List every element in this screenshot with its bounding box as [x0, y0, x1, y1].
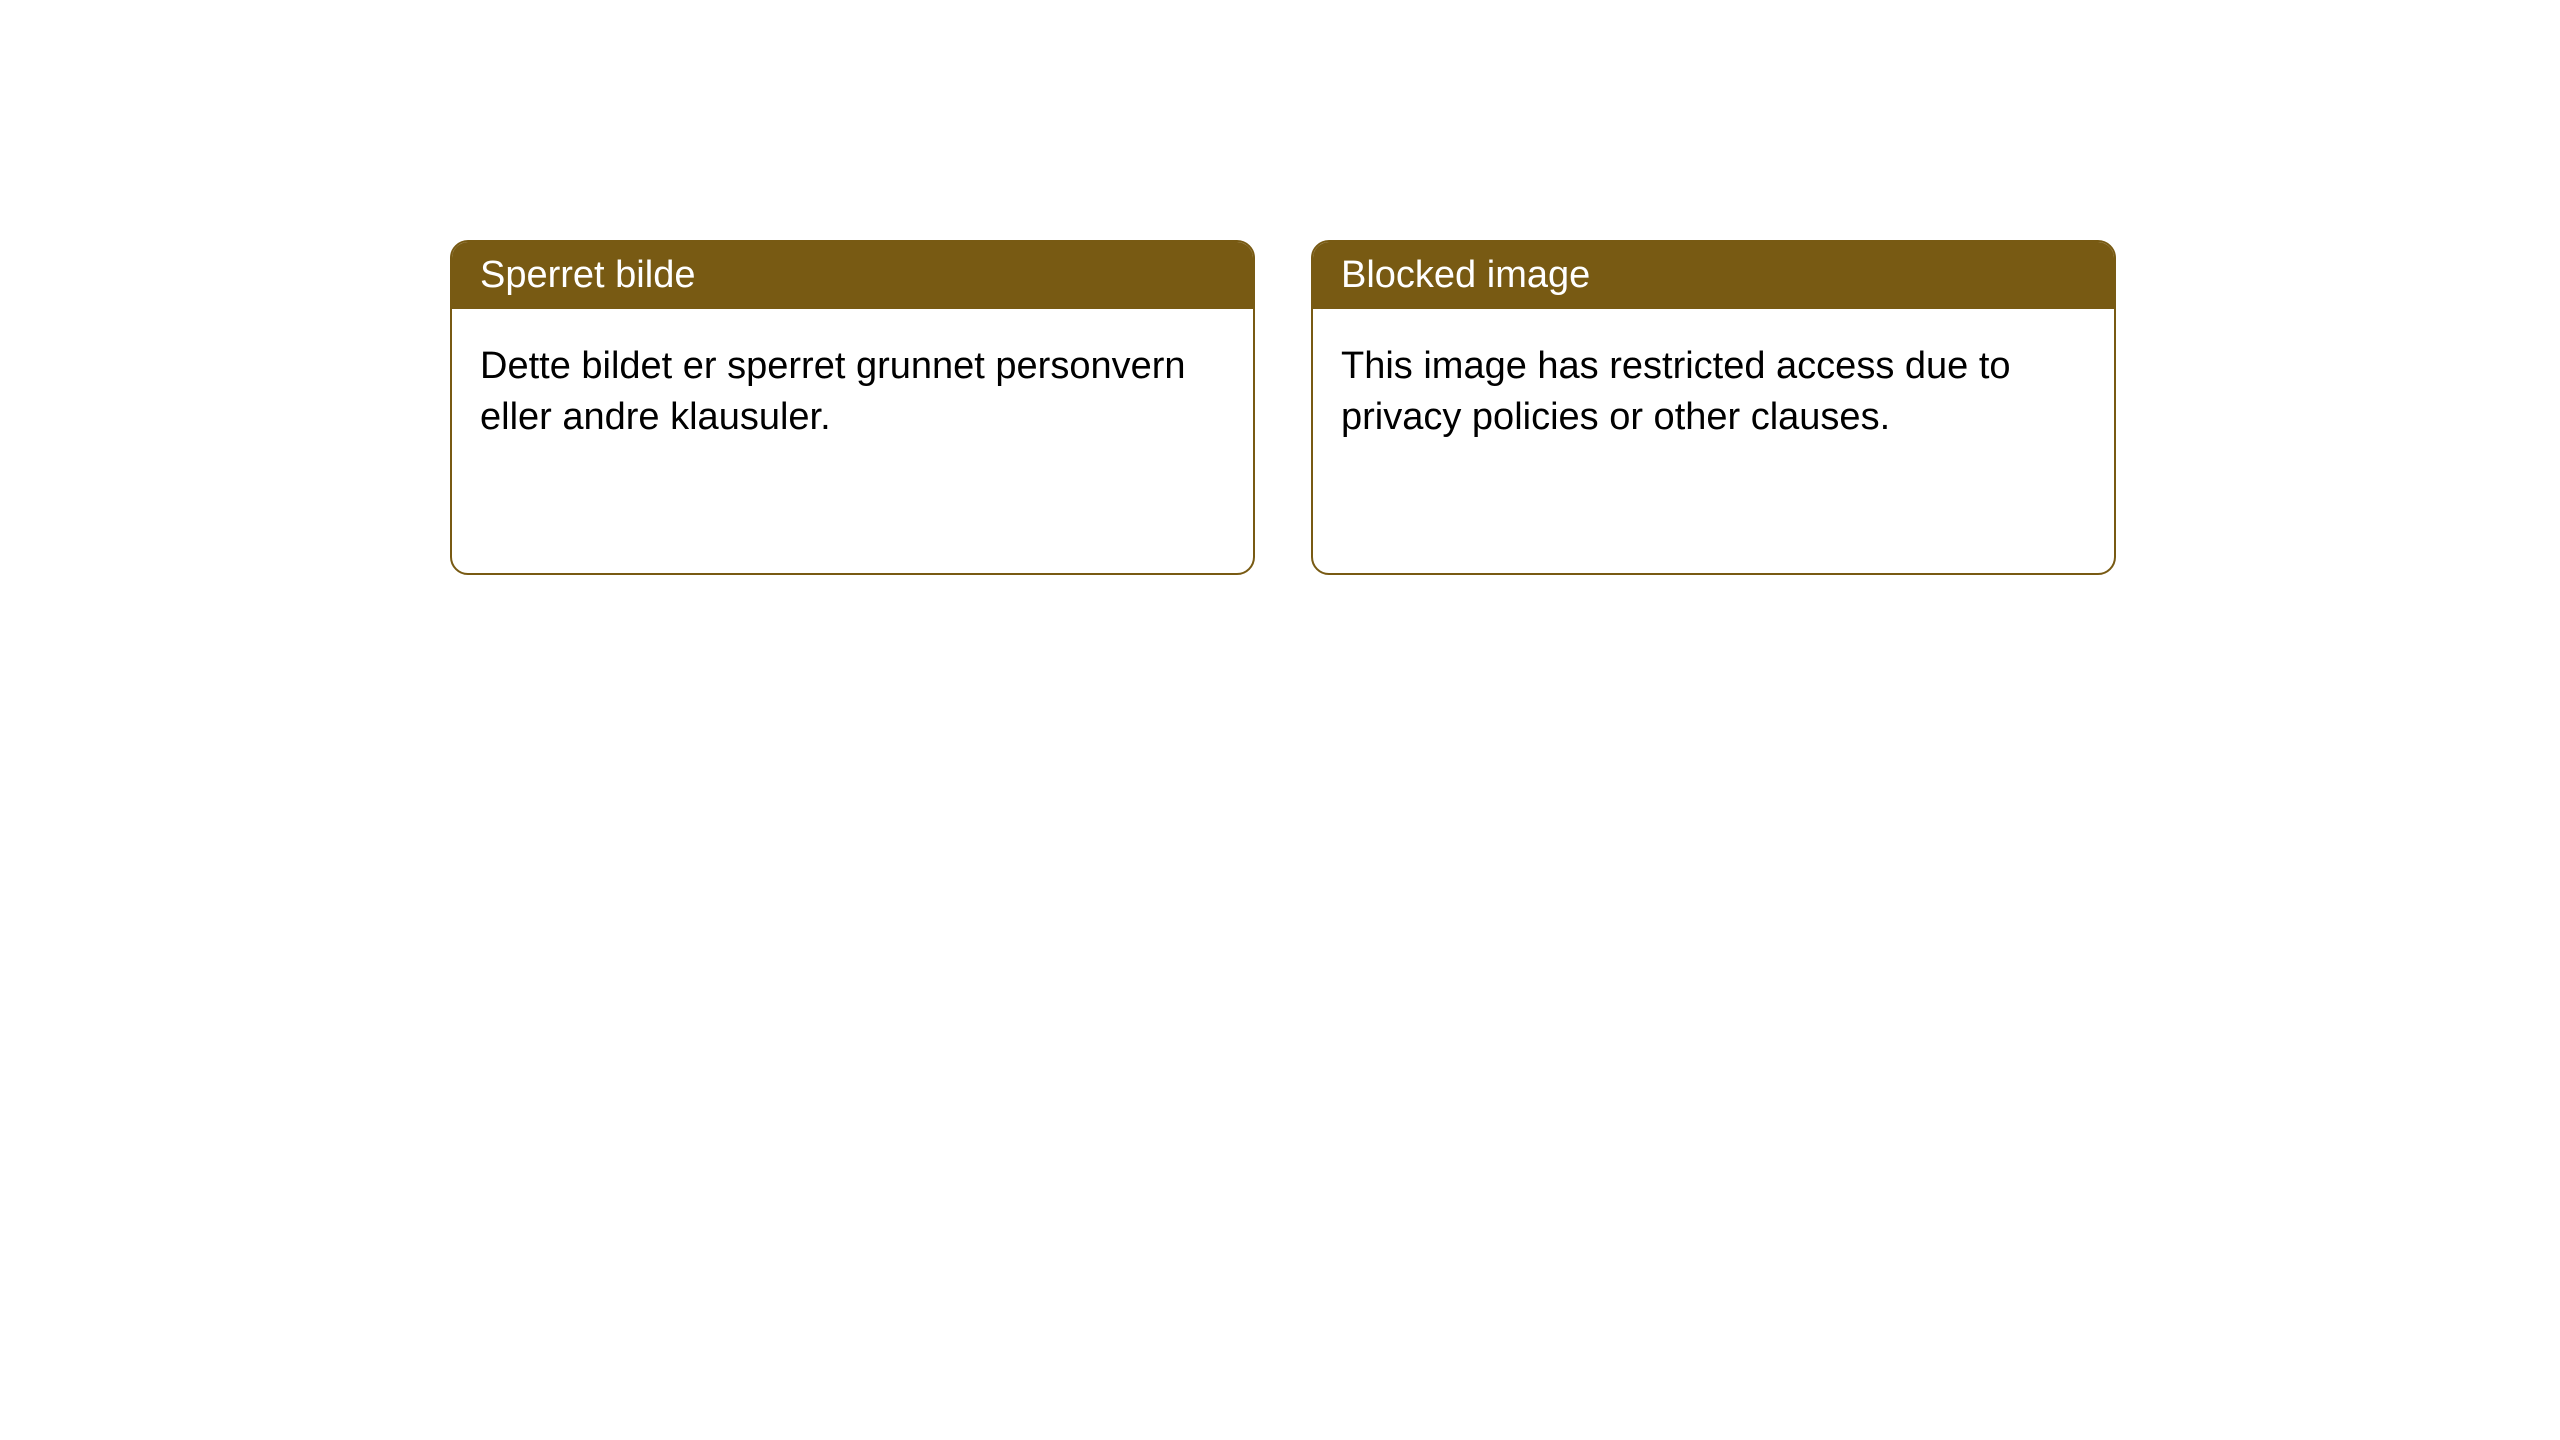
card-header: Blocked image [1313, 242, 2114, 309]
card-body: Dette bildet er sperret grunnet personve… [452, 309, 1253, 476]
notice-card-english: Blocked image This image has restricted … [1311, 240, 2116, 575]
notice-card-norwegian: Sperret bilde Dette bildet er sperret gr… [450, 240, 1255, 575]
card-body: This image has restricted access due to … [1313, 309, 2114, 476]
card-header: Sperret bilde [452, 242, 1253, 309]
notice-container: Sperret bilde Dette bildet er sperret gr… [0, 0, 2560, 575]
